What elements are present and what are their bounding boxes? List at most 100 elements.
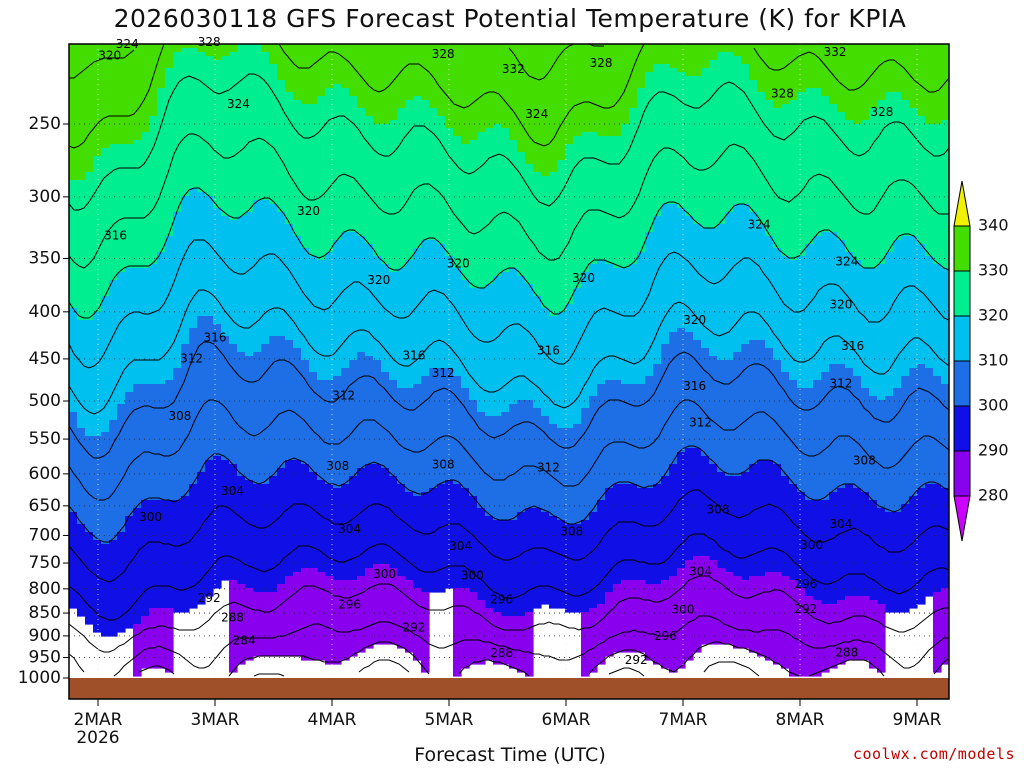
band-cell xyxy=(933,44,942,125)
band-cell xyxy=(749,44,758,81)
band-cell xyxy=(789,580,798,677)
contour-label: 312 xyxy=(432,366,455,380)
band-cell xyxy=(269,476,278,593)
band-cell xyxy=(877,44,886,101)
band-cell xyxy=(677,208,686,329)
band-cell xyxy=(109,144,118,281)
band-cell xyxy=(645,488,654,585)
x-tick-label: 8MAR xyxy=(776,710,825,730)
contour-label: 328 xyxy=(590,56,613,70)
contour-label: 312 xyxy=(332,389,355,403)
colorbar-label: 310 xyxy=(978,351,1009,370)
band-cell xyxy=(797,44,806,93)
band-cell xyxy=(389,568,398,645)
band-cell xyxy=(733,352,742,477)
band-cell xyxy=(901,376,910,505)
band-cell xyxy=(101,544,110,637)
contour-label: 284 xyxy=(233,634,256,648)
band-cell xyxy=(533,508,542,609)
band-cell xyxy=(421,100,430,241)
band-cell xyxy=(845,44,854,121)
band-cell xyxy=(565,428,574,525)
band-cell xyxy=(269,592,278,657)
contour-label: 332 xyxy=(824,45,847,59)
band-cell xyxy=(725,44,734,53)
band-cell xyxy=(485,608,494,661)
band-cell xyxy=(885,92,894,253)
band-cell xyxy=(381,564,390,645)
band-cell xyxy=(693,448,702,557)
band-cell xyxy=(925,256,934,369)
band-cell xyxy=(293,460,302,573)
band-cell xyxy=(381,44,390,125)
band-cell xyxy=(141,616,150,669)
band-cell xyxy=(357,108,366,237)
band-cell xyxy=(349,580,358,657)
band-cell xyxy=(229,220,238,345)
temperature-bands xyxy=(69,44,949,677)
band-cell xyxy=(693,556,702,653)
band-cell xyxy=(925,368,934,485)
band-cell xyxy=(285,340,294,461)
band-cell xyxy=(109,280,118,421)
band-cell xyxy=(261,52,270,201)
band-cell xyxy=(709,464,718,561)
band-cell xyxy=(653,64,662,217)
band-cell xyxy=(525,44,534,165)
band-cell xyxy=(613,380,622,485)
band-cell xyxy=(525,508,534,613)
band-cell xyxy=(333,84,342,241)
colorbar-label: 280 xyxy=(978,486,1009,505)
band-cell xyxy=(685,332,694,449)
band-cell xyxy=(685,216,694,333)
band-cell xyxy=(741,204,750,345)
band-cell xyxy=(437,368,446,485)
source-credit[interactable]: coolwx.com/models xyxy=(852,745,1015,763)
band-cell xyxy=(797,588,806,677)
band-cell xyxy=(229,464,238,581)
band-cell xyxy=(253,352,262,485)
band-cell xyxy=(93,156,102,313)
band-cell xyxy=(501,128,510,273)
contour-label: 308 xyxy=(432,458,455,472)
band-cell xyxy=(101,148,110,297)
band-cell xyxy=(453,136,462,269)
band-cell xyxy=(837,600,846,665)
contour-label: 304 xyxy=(338,522,361,536)
band-cell xyxy=(317,44,326,97)
band-cell xyxy=(581,132,590,273)
band-cell xyxy=(221,336,230,461)
band-cell xyxy=(341,232,350,369)
band-cell xyxy=(101,44,110,149)
band-cell xyxy=(757,340,766,461)
band-cell xyxy=(309,256,318,373)
band-cell xyxy=(285,460,294,577)
band-cell xyxy=(701,348,710,457)
band-cell xyxy=(205,316,214,461)
band-cell xyxy=(925,484,934,597)
band-cell xyxy=(813,600,822,677)
band-cell xyxy=(941,120,949,269)
band-cell xyxy=(181,496,190,613)
band-cell xyxy=(181,48,190,197)
band-cell xyxy=(685,44,694,77)
contour-line xyxy=(69,44,949,149)
contour-line xyxy=(69,399,949,501)
band-cell xyxy=(213,60,222,209)
colorbar-max-triangle xyxy=(953,180,971,227)
band-cell xyxy=(861,596,870,661)
band-cell xyxy=(661,64,670,205)
band-cell xyxy=(821,232,830,373)
contour-label: 288 xyxy=(221,611,244,625)
band-cell xyxy=(837,488,846,601)
band-cell xyxy=(493,612,502,665)
band-cell xyxy=(877,100,886,265)
band-cell xyxy=(509,520,518,617)
band-cell xyxy=(197,316,206,473)
band-cell xyxy=(885,396,894,513)
band-cell xyxy=(445,256,454,369)
y-tick-label: 400 xyxy=(29,302,61,322)
band-cell xyxy=(589,44,598,133)
band-cell xyxy=(157,44,166,89)
band-cell xyxy=(797,256,806,389)
